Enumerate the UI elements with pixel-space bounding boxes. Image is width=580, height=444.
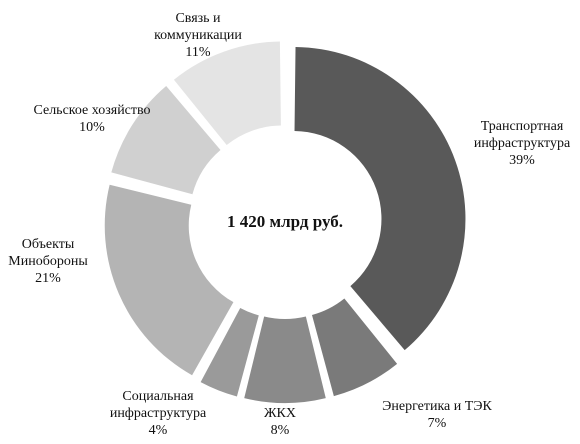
value-label: 11%	[185, 45, 211, 60]
donut-slice	[104, 184, 234, 376]
slice-label: Социальная инфраструктура 4%	[110, 388, 206, 439]
category-label: Социальная инфраструктура	[109, 389, 207, 421]
slice-label: Энергетика и ТЭК 7%	[382, 398, 492, 432]
category-label: Объекты Минобороны	[8, 237, 88, 269]
donut-slice	[244, 316, 326, 403]
slice-label: Связь и коммуникации 11%	[154, 10, 242, 61]
donut-slice	[294, 46, 466, 351]
donut-slice	[311, 298, 398, 397]
slice-label: ЖКХ 8%	[264, 405, 296, 439]
category-label: Связь и коммуникации	[154, 11, 242, 43]
slice-label: Объекты Минобороны 21%	[8, 236, 87, 287]
donut-slice	[173, 41, 281, 146]
slice-label: Транспортная инфраструктура 39%	[474, 118, 570, 169]
value-label: 10%	[79, 120, 105, 135]
donut-slice	[200, 307, 259, 397]
category-label: ЖКХ	[264, 406, 296, 421]
category-label: Транспортная инфраструктура	[473, 119, 571, 151]
value-label: 7%	[427, 416, 447, 431]
value-label: 4%	[148, 423, 168, 438]
value-label: 39%	[509, 153, 535, 168]
category-label: Сельское хозяйство	[33, 103, 151, 118]
category-label: Энергетика и ТЭК	[382, 399, 492, 414]
value-label: 8%	[270, 423, 290, 438]
value-label: 21%	[35, 271, 61, 286]
center-label: 1 420 млрд руб.	[227, 212, 343, 231]
slice-label: Сельское хозяйство 10%	[33, 102, 150, 136]
donut-slice	[111, 85, 221, 195]
